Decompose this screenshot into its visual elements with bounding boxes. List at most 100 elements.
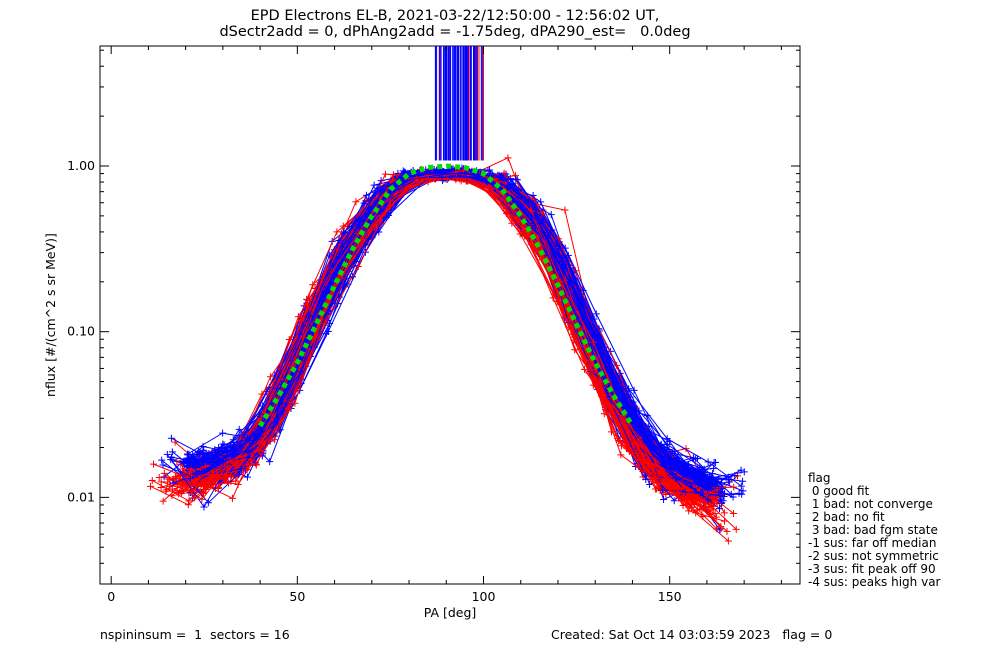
data-marker (149, 460, 157, 468)
data-marker (436, 170, 444, 178)
data-marker (177, 490, 185, 498)
data-marker (226, 457, 234, 465)
data-marker (557, 278, 565, 286)
data-marker (244, 447, 252, 455)
series-line (190, 177, 692, 505)
data-marker (200, 458, 208, 466)
data-marker (255, 447, 263, 455)
data-marker (669, 470, 677, 478)
data-marker (266, 373, 274, 381)
data-marker (190, 460, 198, 468)
data-marker (378, 212, 386, 220)
data-marker (605, 393, 613, 401)
data-marker (521, 232, 529, 240)
data-marker (438, 173, 446, 181)
series-line (205, 173, 693, 508)
data-marker (243, 473, 251, 481)
axes-layer: 0 50 100 150 0.01 0.10 1.00 PA [deg] nflux [#/(c… (43, 46, 800, 620)
data-marker (582, 356, 590, 364)
data-marker (191, 482, 199, 490)
data-marker (486, 166, 494, 174)
data-marker (691, 455, 699, 463)
data-marker (386, 202, 394, 210)
data-marker (258, 390, 266, 398)
series-line (209, 172, 695, 502)
series-line (195, 170, 694, 496)
data-marker (739, 487, 747, 495)
data-marker (224, 479, 232, 487)
data-marker (194, 451, 202, 459)
data-marker (184, 451, 192, 459)
data-marker (652, 473, 660, 481)
legend-item: 2 bad: no fit (808, 510, 885, 524)
data-marker (613, 361, 621, 369)
y-tick-label: 0.10 (67, 324, 95, 339)
legend-item: 1 bad: not converge (808, 497, 933, 511)
x-tick-label: 50 (289, 589, 305, 604)
data-marker (271, 436, 279, 444)
data-marker (362, 191, 370, 199)
data-marker (571, 275, 579, 283)
data-marker (693, 465, 701, 473)
series-line (194, 173, 705, 503)
y-tick-label: 1.00 (67, 158, 95, 173)
data-marker (504, 183, 512, 191)
data-marker (504, 154, 512, 162)
x-tick-label: 100 (472, 589, 496, 604)
data-marker (213, 462, 221, 470)
data-marker (553, 298, 561, 306)
data-marker (537, 198, 545, 206)
data-marker (266, 458, 274, 466)
series-line (195, 178, 699, 497)
data-marker (737, 482, 745, 490)
data-marker (252, 460, 260, 468)
y-tick-label: 0.01 (67, 489, 95, 504)
data-marker (659, 486, 667, 494)
data-marker (713, 486, 721, 494)
data-marker (646, 480, 654, 488)
data-marker (155, 474, 163, 482)
data-marker (188, 471, 196, 479)
data-marker (739, 477, 747, 485)
x-tick-label: 0 (107, 589, 115, 604)
y-axis-label: nflux [#/(cm^2 s sr MeV)] (43, 233, 58, 397)
legend-item: -3 sus: fit peak off 90 (808, 562, 936, 576)
data-marker (701, 480, 709, 488)
series-line (182, 175, 711, 515)
data-marker (258, 437, 266, 445)
legend-item: -4 sus: peaks high var (808, 575, 941, 589)
legend-header: flag (808, 471, 831, 485)
data-marker (381, 170, 389, 178)
data-marker (219, 429, 227, 437)
data-marker (180, 458, 188, 466)
data-marker (513, 186, 521, 194)
data-marker (159, 497, 167, 505)
data-marker (229, 448, 237, 456)
data-marker (305, 312, 313, 320)
data-marker (717, 523, 725, 531)
series-line (198, 172, 704, 518)
data-marker (685, 461, 693, 469)
data-marker (699, 513, 707, 521)
data-marker (645, 462, 653, 470)
data-marker (660, 496, 668, 504)
data-marker (717, 491, 725, 499)
data-marker (193, 470, 201, 478)
data-marker (227, 471, 235, 479)
legend-item: -2 sus: not symmetric (808, 549, 939, 563)
data-marker (711, 497, 719, 505)
data-marker (245, 437, 253, 445)
data-marker (536, 220, 544, 228)
data-marker (561, 206, 569, 214)
data-marker (186, 456, 194, 464)
data-marker (738, 490, 746, 498)
series-line (199, 173, 717, 530)
data-marker (704, 458, 712, 466)
data-marker (160, 469, 168, 477)
data-marker (146, 482, 154, 490)
data-layer (146, 46, 748, 545)
data-marker (167, 434, 175, 442)
data-marker (710, 464, 718, 472)
series-line (196, 171, 711, 481)
